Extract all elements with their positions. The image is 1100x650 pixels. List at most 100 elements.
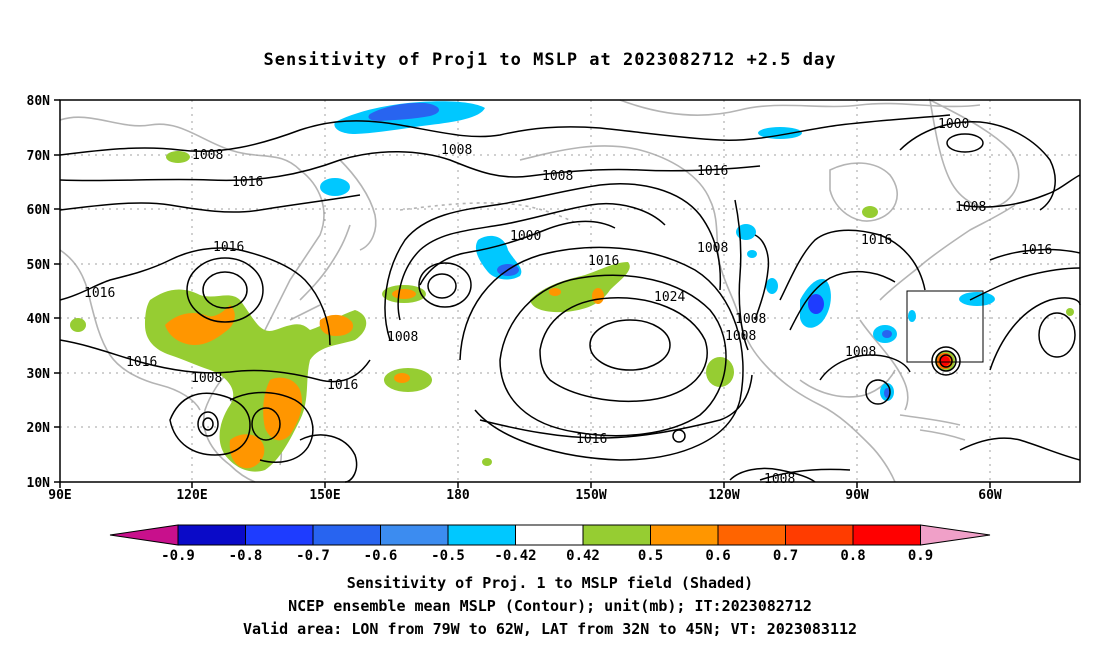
contour-label: 1016 bbox=[576, 432, 607, 447]
negative-shading bbox=[747, 250, 757, 258]
contour-label: 1008 bbox=[955, 200, 986, 215]
colorbar-high-arrow bbox=[920, 524, 991, 546]
colorbar-segment bbox=[447, 524, 516, 546]
contour-label: 1008 bbox=[191, 371, 222, 386]
colorbar-segment bbox=[650, 524, 719, 546]
positive-shading bbox=[70, 318, 86, 332]
lat-label: 10N bbox=[27, 476, 51, 491]
mslp-contours bbox=[59, 114, 1081, 483]
colorbar-segment bbox=[582, 524, 651, 546]
lat-label: 30N bbox=[27, 367, 51, 382]
caption-line-1: Sensitivity of Proj. 1 to MSLP field (Sh… bbox=[346, 574, 754, 592]
positive-shading-max bbox=[940, 356, 950, 366]
positive-shading bbox=[530, 262, 630, 313]
colorbar-segment bbox=[312, 524, 381, 546]
contour-label: 1000 bbox=[510, 229, 541, 244]
colorbar-segment bbox=[245, 524, 314, 546]
longitude-labels: 90E 120E 150E 180 150W 120W 90W 60W bbox=[48, 488, 1002, 503]
negative-shading bbox=[959, 292, 995, 306]
caption-line-3: Valid area: LON from 79W to 62W, LAT fro… bbox=[242, 620, 858, 638]
positive-shading-strong bbox=[549, 288, 561, 296]
colorbar-label: 0.9 bbox=[908, 548, 933, 564]
map-title: Sensitivity of Proj1 to MSLP at 20230827… bbox=[263, 50, 837, 70]
negative-shading bbox=[766, 278, 778, 294]
lon-label: 180 bbox=[446, 488, 470, 503]
colorbar-label: 0.5 bbox=[638, 548, 663, 564]
positive-shading bbox=[166, 151, 190, 163]
colorbar-label: 0.8 bbox=[840, 548, 865, 564]
positive-shading-strong bbox=[592, 288, 604, 304]
lon-label: 120E bbox=[176, 488, 207, 503]
contour-label: 1016 bbox=[126, 355, 157, 370]
contour-label: 1008 bbox=[441, 143, 472, 158]
contour-label: 1008 bbox=[697, 241, 728, 256]
negative-shading-strong bbox=[884, 388, 890, 398]
contour-label: 1000 bbox=[938, 117, 969, 132]
colorbar-label: -0.42 bbox=[494, 548, 536, 564]
colorbar-label: 0.7 bbox=[773, 548, 798, 564]
colorbar-segment bbox=[380, 524, 449, 546]
lat-label: 50N bbox=[27, 258, 51, 273]
lon-label: 120W bbox=[708, 488, 739, 503]
negative-shading bbox=[736, 224, 756, 240]
positive-shading-strong bbox=[394, 373, 410, 383]
colorbar-segment bbox=[717, 524, 786, 546]
positive-shading bbox=[862, 206, 878, 218]
sensitivity-shading bbox=[70, 101, 1074, 472]
positive-shading-strong bbox=[165, 305, 235, 345]
contour-label: 1008 bbox=[542, 169, 573, 184]
colorbar-segment bbox=[785, 524, 854, 546]
negative-shading-strong bbox=[882, 330, 892, 338]
plot-frame bbox=[59, 99, 1081, 483]
colorbar-label: 0.42 bbox=[566, 548, 600, 564]
colorbar-label: -0.5 bbox=[431, 548, 465, 564]
lat-label: 70N bbox=[27, 149, 51, 164]
positive-shading-strong bbox=[229, 434, 265, 469]
contour-label: 1016 bbox=[1021, 243, 1052, 258]
latitude-labels: 80N 70N 60N 50N 40N 30N 20N 10N bbox=[27, 94, 51, 491]
colorbar-low-arrow bbox=[109, 524, 179, 546]
positive-shading-strong bbox=[319, 314, 354, 336]
contour-label: 1008 bbox=[387, 330, 418, 345]
axis-ticks bbox=[54, 99, 991, 488]
colorbar-label: -0.8 bbox=[229, 548, 263, 564]
contour-label: 1008 bbox=[735, 312, 766, 327]
negative-shading bbox=[320, 178, 350, 196]
contour-label: 1016 bbox=[84, 286, 115, 301]
contour-label: 1016 bbox=[697, 164, 728, 179]
contour-label: 1024 bbox=[654, 290, 685, 305]
negative-shading bbox=[908, 310, 916, 322]
contour-label: 1016 bbox=[588, 254, 619, 269]
lon-label: 150W bbox=[575, 488, 606, 503]
contour-label: 1016 bbox=[861, 233, 892, 248]
lon-label: 90E bbox=[48, 488, 71, 503]
contour-label: 1008 bbox=[845, 345, 876, 360]
contour-label: 1008 bbox=[725, 329, 756, 344]
lat-label: 40N bbox=[27, 312, 51, 327]
valid-area-box bbox=[906, 290, 984, 363]
caption-line-2: NCEP ensemble mean MSLP (Contour); unit(… bbox=[288, 597, 812, 615]
contour-label: 1016 bbox=[232, 175, 263, 190]
lat-label: 60N bbox=[27, 203, 51, 218]
negative-shading-strong bbox=[368, 102, 440, 121]
colorbar: -0.9 -0.8 -0.7 -0.6 -0.5 -0.42 0.42 0.5 … bbox=[109, 524, 991, 564]
colorbar-segment bbox=[177, 524, 246, 546]
colorbar-label: -0.9 bbox=[161, 548, 195, 564]
colorbar-label: -0.6 bbox=[364, 548, 398, 564]
contour-label: 1016 bbox=[213, 240, 244, 255]
lon-label: 150E bbox=[309, 488, 340, 503]
contour-label: 1016 bbox=[327, 378, 358, 393]
negative-shading-strong bbox=[808, 294, 824, 314]
colorbar-segment bbox=[852, 524, 921, 546]
colorbar-segment bbox=[515, 524, 584, 546]
colorbar-label: -0.7 bbox=[296, 548, 330, 564]
positive-shading bbox=[482, 458, 492, 466]
colorbar-label: 0.6 bbox=[705, 548, 730, 564]
lon-label: 90W bbox=[845, 488, 869, 503]
negative-shading bbox=[758, 127, 802, 139]
positive-shading bbox=[1066, 308, 1074, 316]
positive-shading-strong bbox=[392, 289, 416, 299]
contour-labels: 1008 1008 1008 1016 1016 1016 1016 1000 … bbox=[84, 117, 1052, 487]
lat-label: 80N bbox=[27, 94, 51, 109]
contour-label: 1008 bbox=[764, 472, 795, 487]
